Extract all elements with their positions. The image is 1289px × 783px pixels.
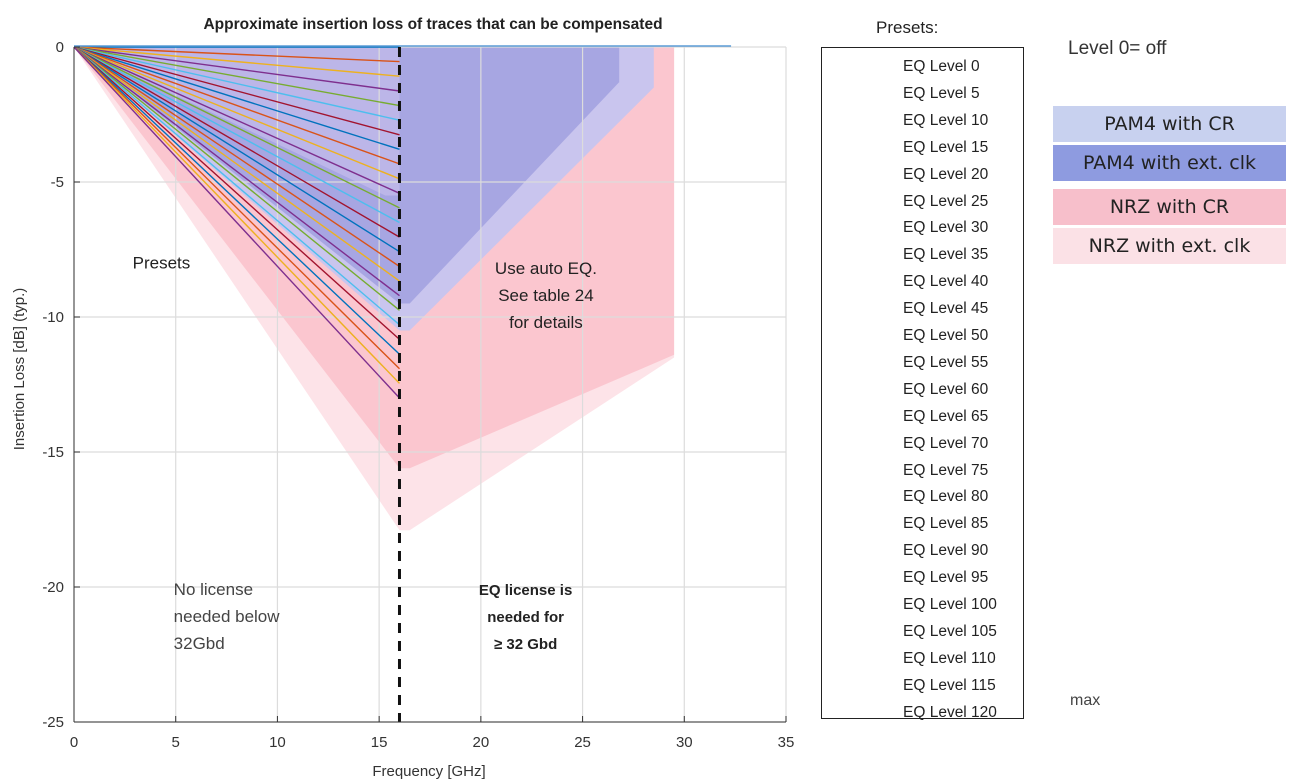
key-pam4-cr: PAM4 with CR (1053, 106, 1286, 142)
series-line-3 (73, 46, 400, 92)
series-line-19 (73, 46, 400, 326)
legend-label: EQ Level 95 (903, 569, 989, 587)
series-line-4 (73, 46, 400, 107)
legend-label: EQ Level 35 (903, 246, 989, 264)
legend-label: EQ Level 90 (903, 542, 989, 560)
legend-label: EQ Level 40 (903, 273, 989, 291)
series-line-16 (73, 46, 400, 282)
legend-label: EQ Level 50 (903, 327, 989, 344)
series-line-17 (73, 46, 400, 297)
legend-label: EQ Level 100 (903, 596, 997, 613)
legend-label: EQ Level 30 (903, 219, 989, 237)
legend-label: EQ Level 75 (903, 461, 989, 479)
key-nrz-ext-clk: NRZ with ext. clk (1053, 228, 1286, 264)
legend-label: EQ Level 65 (903, 407, 989, 425)
y-axis-label: Insertion Loss [dB] (typ.) (11, 288, 28, 451)
series-line-21 (73, 46, 400, 355)
eq-preset-lines (73, 45, 732, 722)
grid (73, 46, 787, 723)
series-line-1 (73, 46, 400, 63)
x-axis-label: Frequency [GHz] (372, 763, 485, 780)
chart-annotations: Presets Use auto EQ. See table 24 for detai… (133, 253, 597, 653)
y-tick-label--10: -10 (42, 309, 64, 326)
legend-label: EQ Level 55 (903, 353, 989, 371)
series-line-13 (73, 46, 400, 238)
series-line-14 (73, 46, 400, 253)
y-tick-label--5: -5 (51, 174, 64, 191)
series-line-18 (73, 46, 400, 311)
x-tick-label-20: 20 (473, 734, 490, 751)
x-tick-label-0: 0 (70, 734, 78, 751)
legend-label: EQ Level 5 (903, 84, 980, 102)
x-tick-label-30: 30 (676, 734, 693, 751)
axes: 0 5 10 15 20 25 30 35 0 -5 -10 -15 -20 -25 (42, 39, 794, 751)
series-line-6 (73, 46, 400, 136)
annotation-1: Use auto EQ. (495, 259, 597, 278)
y-tick-label--20: -20 (42, 579, 64, 596)
x-tick-label-5: 5 (172, 734, 180, 751)
y-tick-label--15: -15 (42, 444, 64, 461)
annotation-3: for details (509, 313, 583, 332)
legend-label: EQ Level 85 (903, 515, 989, 533)
legend-title: Presets: (876, 18, 939, 37)
series-line-22 (73, 46, 400, 370)
series-line-10 (73, 46, 400, 194)
legend (821, 47, 1024, 719)
x-tick-label-10: 10 (269, 734, 286, 751)
key-nrz-cr: NRZ with CR (1053, 189, 1286, 225)
legend-label: EQ Level 80 (903, 488, 989, 506)
annotation-6: 32Gbd (174, 634, 225, 653)
legend-label: EQ Level 25 (903, 192, 989, 210)
legend-label: EQ Level 110 (903, 649, 996, 667)
annotation-9: ≥ 32 Gbd (494, 636, 557, 653)
series-line-11 (73, 46, 400, 209)
legend-label: EQ Level 20 (903, 165, 989, 183)
series-line-15 (73, 46, 400, 268)
x-tick-label-25: 25 (574, 734, 591, 751)
legend-label: EQ Level 70 (903, 434, 989, 452)
y-tick-label-0: 0 (56, 39, 64, 56)
max-note: max (1070, 692, 1101, 709)
legend-label: EQ Level 10 (903, 111, 989, 129)
annotation-4: No license (174, 580, 253, 599)
level-zero-note: Level 0= off (1068, 38, 1167, 59)
annotation-7: EQ license is (479, 582, 572, 599)
annotation-0: Presets (133, 253, 191, 272)
series-line-23 (73, 46, 401, 384)
series-line-8 (73, 46, 400, 165)
key-pam4-ext-clk: PAM4 with ext. clk (1053, 145, 1286, 181)
legend-label: EQ Level 0 (903, 58, 980, 75)
annotation-2: See table 24 (498, 286, 593, 305)
series-line-5 (73, 46, 400, 121)
series-line-20 (73, 46, 400, 340)
series-line-24 (73, 46, 401, 399)
x-tick-label-15: 15 (371, 734, 388, 751)
x-tick-label-35: 35 (778, 734, 795, 751)
legend-label: EQ Level 60 (903, 380, 989, 398)
y-tick-label--25: -25 (42, 714, 64, 731)
series-line-2 (73, 46, 400, 77)
legend-label: EQ Level 45 (903, 300, 989, 318)
series-line-7 (73, 46, 400, 150)
legend-label: EQ Level 105 (903, 622, 997, 640)
series-line-9 (73, 46, 400, 180)
legend-label: EQ Level 15 (903, 138, 989, 156)
legend-label: EQ Level 120 (903, 703, 997, 721)
series-line-12 (73, 46, 400, 224)
chart-title: Approximate insertion loss of traces tha… (203, 16, 662, 33)
legend-label: EQ Level 115 (903, 676, 996, 694)
annotation-8: needed for (487, 609, 564, 626)
annotation-5: needed below (174, 607, 281, 626)
